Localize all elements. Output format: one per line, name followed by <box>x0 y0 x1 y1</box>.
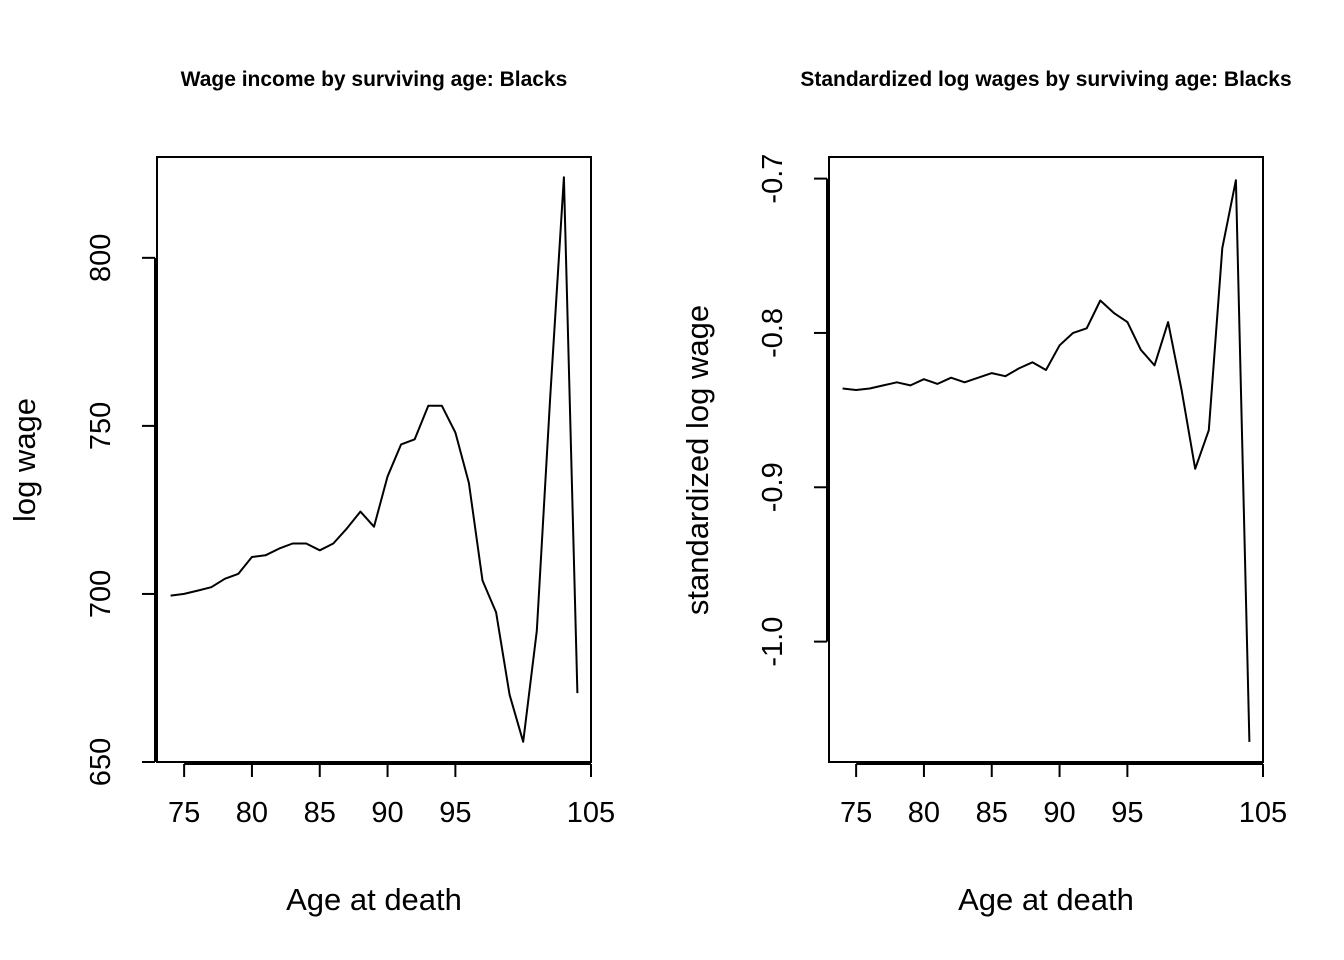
plot-frame <box>828 156 1264 763</box>
y-tick-label: -0.9 <box>757 462 789 512</box>
x-tick-label: 95 <box>1111 797 1143 829</box>
x-tick-label: 85 <box>976 797 1008 829</box>
x-tick-label: 85 <box>304 797 336 829</box>
chart-title: Standardized log wages by surviving age:… <box>800 68 1291 91</box>
x-tick-label: 80 <box>908 797 940 829</box>
x-tick-label: 75 <box>840 797 872 829</box>
y-tick-label: -0.7 <box>757 154 789 204</box>
x-tick-label: 90 <box>1043 797 1075 829</box>
chart-title: Wage income by surviving age: Blacks <box>181 68 568 91</box>
x-tick-label: 105 <box>567 797 615 829</box>
plot-frame <box>156 156 592 763</box>
panel-standardized-log-wage: Standardized log wages by surviving age:… <box>680 68 1292 917</box>
y-tick-label: 800 <box>85 234 117 282</box>
series-line <box>842 179 1251 742</box>
x-axis-title: Age at death <box>958 882 1134 917</box>
y-tick-label: 700 <box>85 570 117 618</box>
y-tick-label: -1.0 <box>757 617 789 667</box>
x-tick-label: 105 <box>1239 797 1287 829</box>
y-axis-title: log wage <box>7 398 42 522</box>
series-line <box>170 176 579 743</box>
x-tick-label: 75 <box>168 797 200 829</box>
axis-ticks: 75 80 85 90 95 105 650 700 750 800 <box>85 234 615 829</box>
y-tick-label: -0.8 <box>757 308 789 358</box>
axis-ticks: 75 80 85 90 95 105 -1.0 -0.9 -0.8 -0.7 <box>757 154 1287 829</box>
x-tick-label: 80 <box>236 797 268 829</box>
y-tick-label: 750 <box>85 402 117 450</box>
y-axis-title: standardized log wage <box>680 305 715 615</box>
y-tick-label: 650 <box>85 738 117 786</box>
panel-wage-income: Wage income by surviving age: Blacks Age… <box>7 68 615 917</box>
x-axis-title: Age at death <box>286 882 462 917</box>
x-tick-label: 90 <box>371 797 403 829</box>
x-tick-label: 95 <box>439 797 471 829</box>
